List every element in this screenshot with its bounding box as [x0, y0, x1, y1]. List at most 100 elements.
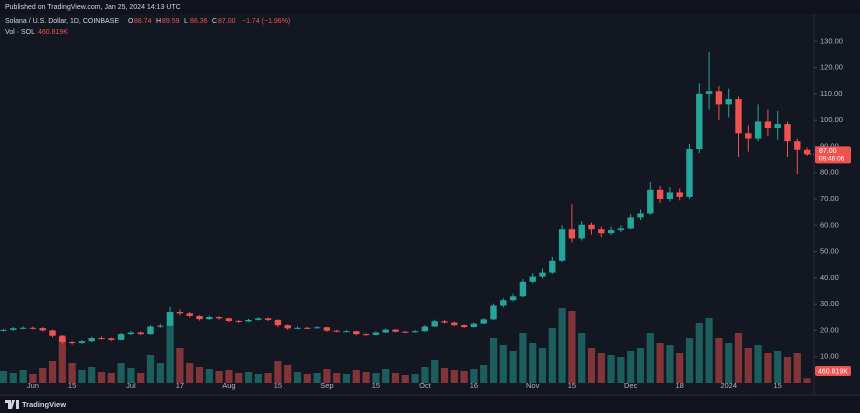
candle-body	[176, 312, 184, 314]
candle-body	[568, 229, 576, 239]
candle-body	[68, 341, 76, 344]
candle-body	[196, 315, 203, 320]
volume-bar	[97, 372, 106, 383]
y-tick-label: 60.00	[820, 220, 839, 229]
volume-value: 460.819K	[38, 29, 68, 36]
volume-bar	[646, 333, 654, 383]
candle-body	[225, 318, 233, 321]
legend-key: O	[128, 18, 134, 25]
volume-bar	[156, 363, 164, 383]
volume-bar	[166, 313, 174, 383]
y-tick-label: 120.00	[820, 63, 843, 72]
candle-body	[372, 332, 380, 335]
x-tick-label: 2024	[720, 381, 737, 390]
volume-bar	[127, 368, 135, 383]
candle-body	[245, 319, 252, 322]
volume-bar	[509, 351, 517, 383]
candle-body	[255, 318, 262, 320]
candle-body	[333, 330, 340, 332]
volume-bar	[705, 318, 713, 383]
volume-bar	[186, 363, 194, 383]
volume-bar	[715, 338, 723, 383]
candle-body	[108, 338, 115, 340]
candle-body	[598, 229, 605, 234]
volume-bar	[215, 371, 223, 383]
candle-body	[343, 331, 350, 333]
volume-badge	[815, 366, 851, 376]
volume-bar	[68, 363, 76, 383]
volume-badge-label: 460.819K	[818, 368, 848, 375]
last-price-badge	[815, 146, 851, 164]
candle-body	[725, 99, 732, 105]
volume-bar	[382, 369, 390, 383]
candle-body	[696, 93, 703, 150]
candle-body	[676, 192, 683, 197]
x-tick-label: 17	[176, 381, 184, 390]
volume-bar	[783, 357, 792, 383]
volume-bar	[284, 365, 292, 383]
volume-bar	[264, 373, 272, 383]
volume-bar	[431, 360, 439, 383]
legend-key: C	[212, 18, 217, 25]
candle-body	[666, 192, 674, 199]
volume-bar	[342, 374, 351, 383]
volume-bar	[205, 369, 213, 383]
x-tick-label: 15	[274, 381, 282, 390]
candle-body	[656, 189, 664, 199]
volume-bar	[9, 373, 17, 383]
x-tick-label: 15	[372, 381, 380, 390]
volume-bar	[19, 370, 27, 383]
candle-body	[539, 272, 546, 277]
candle-body	[49, 330, 56, 336]
volume-bar	[499, 345, 507, 383]
candle-body	[627, 217, 634, 229]
candle-body	[519, 281, 527, 297]
candle-body	[705, 91, 713, 94]
candle-body	[117, 334, 125, 340]
candle-body	[127, 332, 135, 335]
brand-name: TradingView	[22, 400, 66, 409]
volume-bar	[587, 348, 596, 383]
x-tick-label: Oct	[419, 381, 432, 390]
candle-body	[313, 327, 321, 329]
x-tick-label: Aug	[222, 381, 235, 390]
volume-bar	[195, 367, 204, 383]
volume-bar	[372, 373, 380, 383]
candle-body	[59, 335, 66, 342]
volume-bar	[303, 374, 311, 383]
candle-body	[774, 124, 781, 129]
volume-bar	[235, 373, 243, 383]
candle-body	[353, 331, 360, 335]
candle-body	[274, 319, 282, 326]
candle-body	[157, 325, 164, 327]
y-tick-label: 50.00	[820, 247, 839, 256]
candle-body	[490, 305, 497, 320]
volume-bar	[440, 368, 449, 383]
candle-body	[480, 319, 487, 324]
candle-body	[529, 276, 536, 282]
x-tick-label: 15	[568, 381, 576, 390]
x-tick-label: Dec	[624, 381, 638, 390]
volume-bar	[627, 351, 635, 383]
x-tick-label: Jun	[27, 381, 39, 390]
candle-body	[382, 329, 389, 333]
volume-bar	[695, 323, 703, 383]
candle-body	[98, 338, 105, 340]
countdown: 09:46:06	[819, 156, 845, 163]
volume-bar	[313, 373, 321, 383]
volume-bar	[450, 370, 458, 383]
y-tick-label: 90.00	[820, 141, 839, 150]
legend-value: 89.59	[162, 18, 180, 25]
volume-bar	[558, 308, 566, 383]
candle-body	[137, 332, 144, 335]
volume-bar	[597, 353, 605, 383]
candle-body	[39, 328, 46, 331]
footer-bar	[0, 396, 860, 413]
x-tick-label: 18	[676, 381, 684, 390]
volume-bar	[744, 348, 752, 383]
legend-key: H	[156, 18, 161, 25]
candle-body	[617, 228, 625, 231]
candle-body	[500, 300, 507, 306]
candle-body	[803, 149, 811, 155]
